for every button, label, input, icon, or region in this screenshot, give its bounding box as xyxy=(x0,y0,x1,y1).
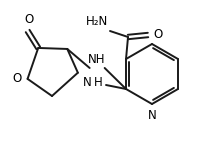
Text: N: N xyxy=(83,76,92,88)
Text: O: O xyxy=(24,13,33,26)
Text: O: O xyxy=(153,29,162,41)
Text: H₂N: H₂N xyxy=(86,15,108,28)
Text: NH: NH xyxy=(88,53,105,66)
Text: O: O xyxy=(12,72,22,85)
Text: H: H xyxy=(94,76,102,90)
Text: N: N xyxy=(148,109,156,122)
